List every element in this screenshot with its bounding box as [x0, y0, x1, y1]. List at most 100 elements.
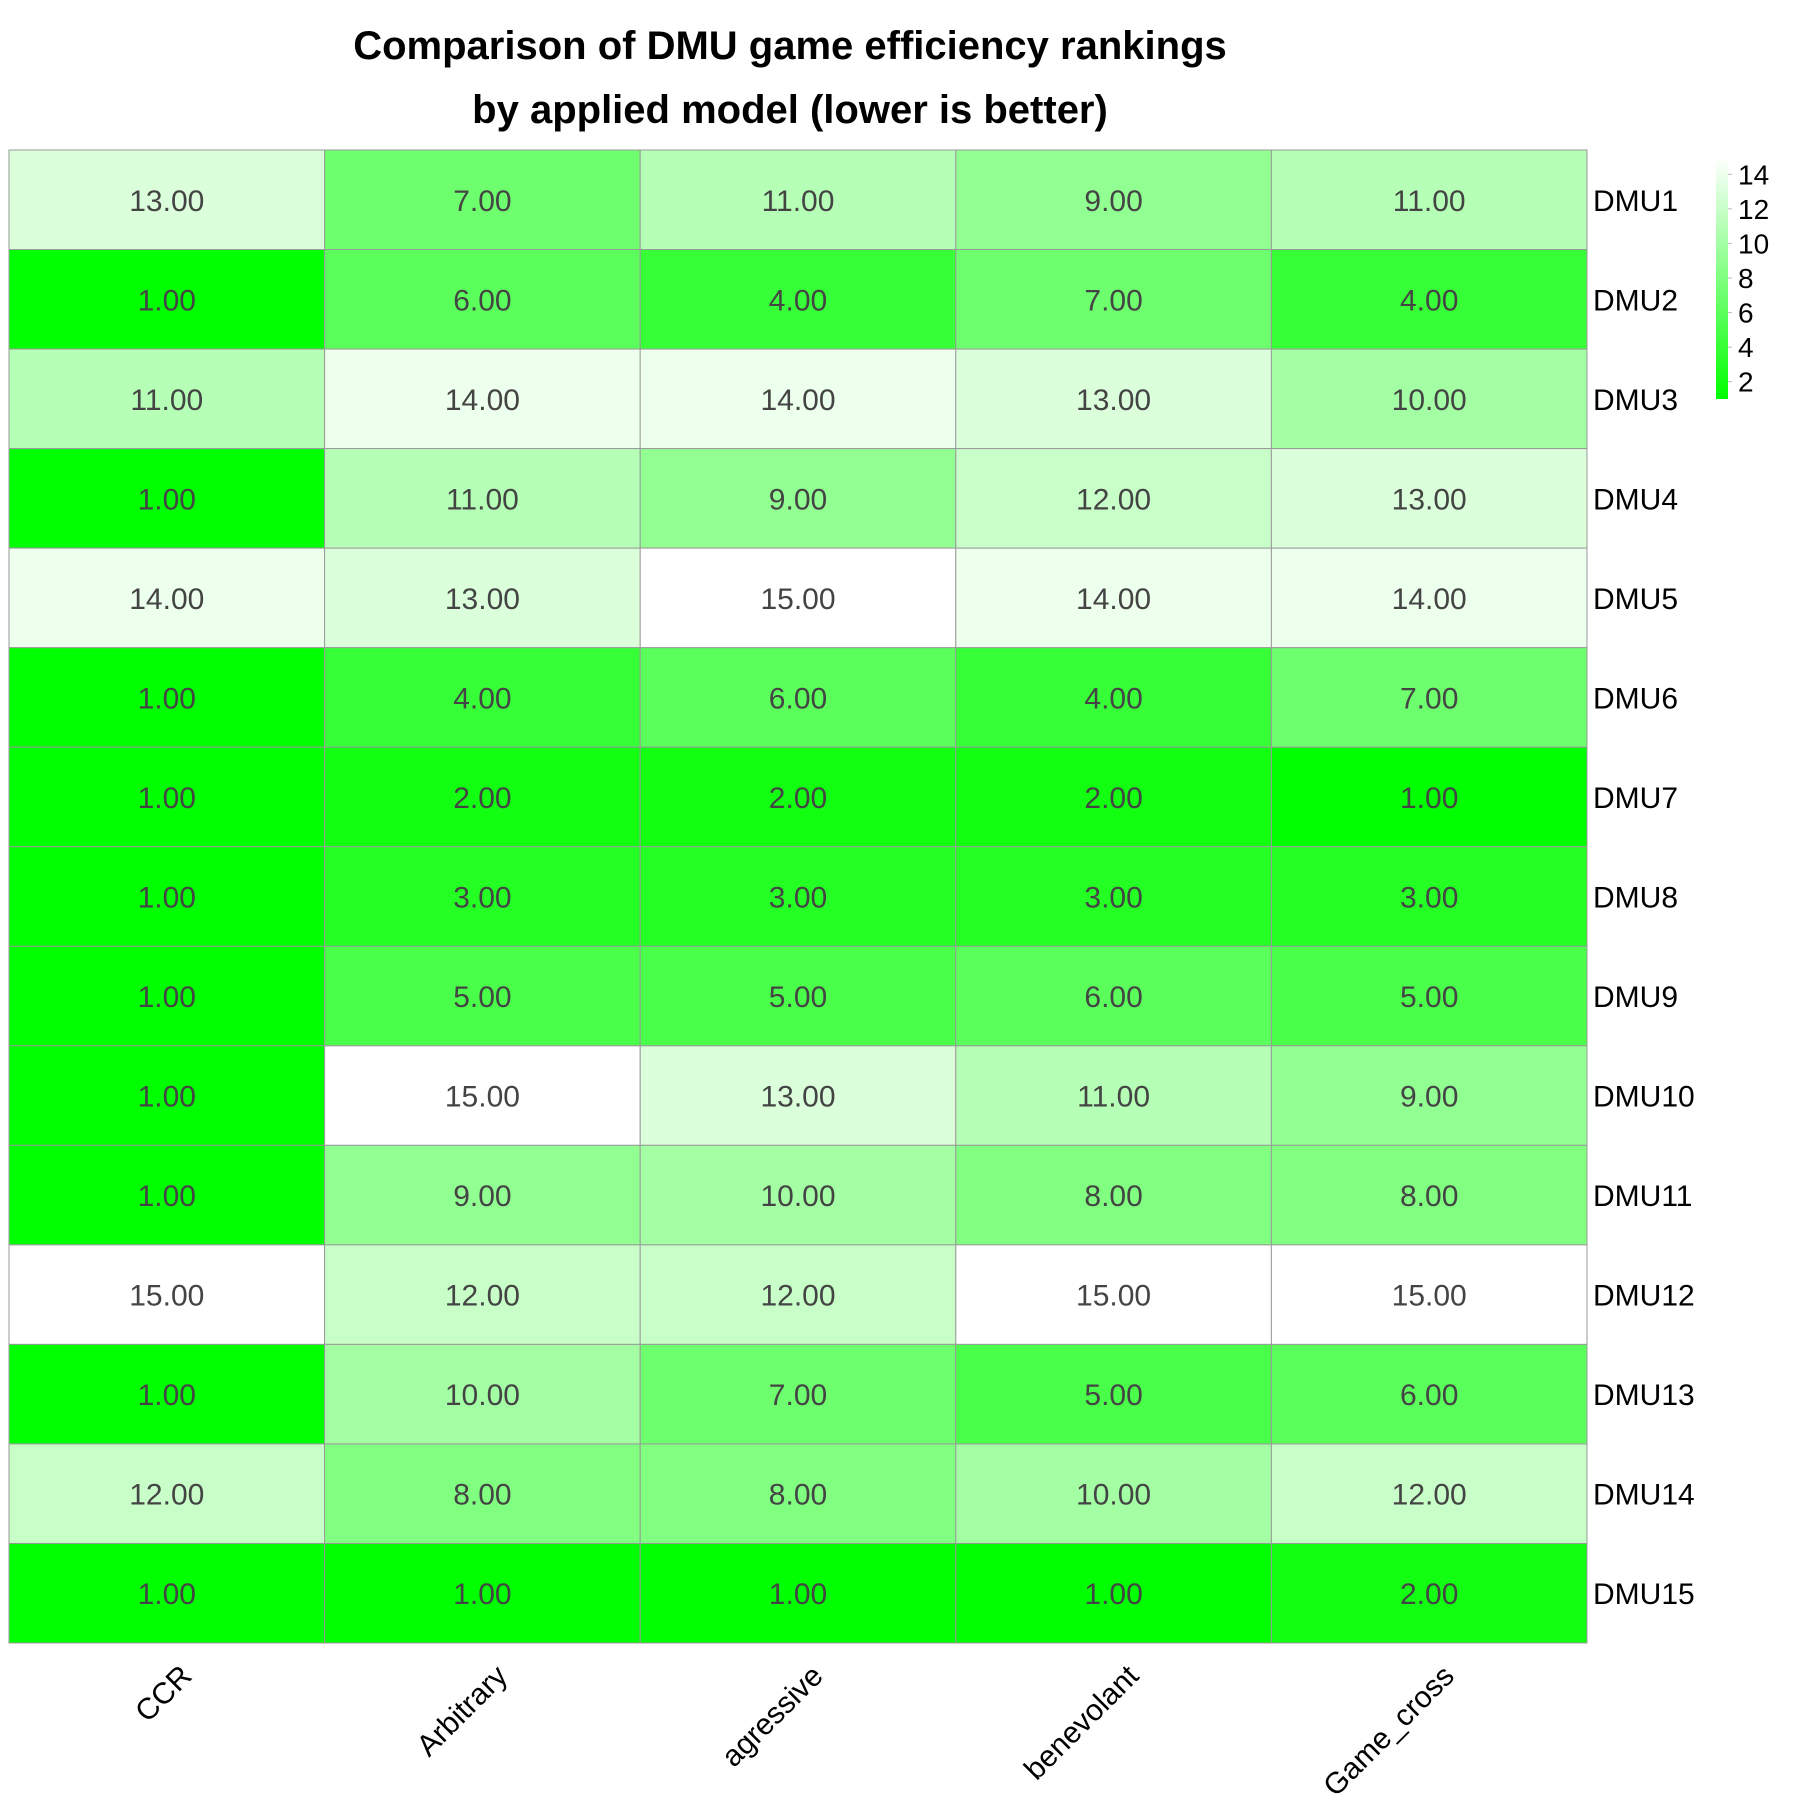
heatmap-cell: [8, 1343, 326, 1445]
heatmap-cell: [1270, 1144, 1588, 1246]
heatmap-cell: [1270, 746, 1588, 848]
heatmap-cell: [955, 1244, 1272, 1345]
heatmap-cell: [324, 945, 641, 1047]
cell-value-label: 13.00: [445, 583, 520, 616]
cell-value-label: 10.00: [445, 1379, 520, 1412]
cell-value-label: 4.00: [769, 284, 827, 317]
column-label: agressive: [716, 1659, 830, 1773]
cell-value-label: 1.00: [138, 284, 196, 317]
heatmap-cell: [639, 1343, 957, 1445]
heatmap-cell: [324, 647, 641, 748]
cell-value-label: 2.00: [1400, 1578, 1458, 1611]
row-labels: DMU1 DMU2 DMU3 DMU4 DMU5 DMU6 DMU7 DMU8 DMU9 DMU1…: [1593, 185, 1695, 1611]
cell-value-label: 11.00: [446, 483, 519, 516]
heatmap-cell: [1270, 846, 1588, 947]
cell-value-label: 15.00: [760, 583, 835, 616]
chart-title-line-1: Comparison of DMU game efficiency rankin…: [353, 24, 1227, 68]
row-label: DMU2: [1593, 284, 1678, 317]
cell-value-label: 5.00: [769, 981, 827, 1014]
cell-value-label: 1.00: [138, 1379, 196, 1412]
cell-value-label: 3.00: [453, 882, 511, 915]
heatmap-cell: [955, 1045, 1272, 1146]
heatmap-cell: [955, 348, 1272, 450]
cell-value-label: 7.00: [453, 185, 511, 218]
heatmap-cell: [324, 448, 641, 549]
cell-value-label: 9.00: [1400, 1081, 1458, 1114]
cell-value-label: 9.00: [453, 1180, 511, 1213]
cell-value-label: 11.00: [1077, 1081, 1150, 1114]
cell-value-label: 10.00: [1392, 384, 1467, 417]
cell-value-label: 14.00: [445, 384, 520, 417]
cell-value-label: 1.00: [1400, 782, 1458, 815]
cell-value-label: 1.00: [138, 782, 196, 815]
cell-value-label: 1.00: [138, 483, 196, 516]
heatmap-cell: [1270, 1542, 1588, 1644]
column-labels: CCR Arbitrary agressive benevolant Game_cros…: [129, 1659, 1461, 1800]
heatmap-cell: [955, 846, 1272, 947]
cell-value-label: 1.00: [138, 682, 196, 715]
cell-value-label: 2.00: [769, 782, 827, 815]
cell-value-label: 2.00: [453, 782, 511, 815]
cell-value-label: 8.00: [453, 1479, 511, 1512]
heatmap-cells: 13.00 7.00 11.00 9.00 11.00 1.00 6.00 4.00 7.00 4…: [8, 149, 1588, 1644]
heatmap-cell: [8, 1045, 326, 1146]
legend-tick-label: 6: [1738, 298, 1754, 329]
chart-title: Comparison of DMU game efficiency rankin…: [0, 14, 1580, 142]
cell-value-label: 15.00: [445, 1081, 520, 1114]
cell-value-label: 5.00: [1084, 1379, 1142, 1412]
row-label: DMU4: [1593, 483, 1678, 516]
cell-value-label: 6.00: [1400, 1379, 1458, 1412]
row-label: DMU11: [1593, 1180, 1692, 1213]
heatmap-cell: [639, 149, 957, 251]
cell-value-label: 14.00: [1392, 583, 1467, 616]
cell-value-label: 12.00: [760, 1280, 835, 1313]
row-label: DMU3: [1593, 384, 1678, 417]
legend-tick-label: 2: [1738, 367, 1754, 398]
cell-value-label: 1.00: [769, 1578, 827, 1611]
heatmap-cell: [1270, 1045, 1588, 1146]
heatmap-cell: [639, 1443, 957, 1544]
cell-value-label: 14.00: [1076, 583, 1151, 616]
heatmap-cell: [8, 348, 326, 450]
legend-tick-label: 12: [1738, 194, 1769, 225]
cell-value-label: 12.00: [1076, 483, 1151, 516]
heatmap-cell: [324, 1144, 641, 1246]
row-label: DMU13: [1593, 1379, 1695, 1412]
cell-value-label: 11.00: [130, 384, 203, 417]
heatmap-cell: [324, 249, 641, 350]
row-label: DMU1: [1593, 185, 1678, 218]
heatmap-cell: [1270, 348, 1588, 450]
cell-value-label: 11.00: [1393, 185, 1466, 218]
heatmap-cell: [8, 647, 326, 748]
cell-value-label: 7.00: [1400, 682, 1458, 715]
heatmap-cell: [8, 746, 326, 848]
heatmap-cell: [324, 1244, 641, 1345]
heatmap-cell: [639, 846, 957, 947]
heatmap-cell: [639, 647, 957, 748]
cell-value-label: 8.00: [1084, 1180, 1142, 1213]
heatmap-cell: [1270, 647, 1588, 748]
cell-value-label: 8.00: [1400, 1180, 1458, 1213]
heatmap-cell: [8, 945, 326, 1047]
heatmap-cell: [639, 1244, 957, 1345]
heatmap-cell: [639, 1542, 957, 1644]
heatmap-cell: [955, 547, 1272, 649]
heatmap-cell: [639, 249, 957, 350]
row-label: DMU12: [1593, 1280, 1695, 1313]
cell-value-label: 14.00: [129, 583, 204, 616]
legend-colorbar: [1716, 157, 1728, 399]
cell-value-label: 6.00: [453, 284, 511, 317]
row-label: DMU8: [1593, 882, 1678, 915]
row-label: DMU5: [1593, 583, 1678, 616]
row-label: DMU15: [1593, 1578, 1695, 1611]
cell-value-label: 1.00: [453, 1578, 511, 1611]
cell-value-label: 1.00: [138, 1081, 196, 1114]
heatmap-cell: [955, 647, 1272, 748]
cell-value-label: 10.00: [1076, 1479, 1151, 1512]
cell-value-label: 15.00: [129, 1280, 204, 1313]
cell-value-label: 15.00: [1392, 1280, 1467, 1313]
cell-value-label: 14.00: [760, 384, 835, 417]
heatmap-cell: [324, 746, 641, 848]
